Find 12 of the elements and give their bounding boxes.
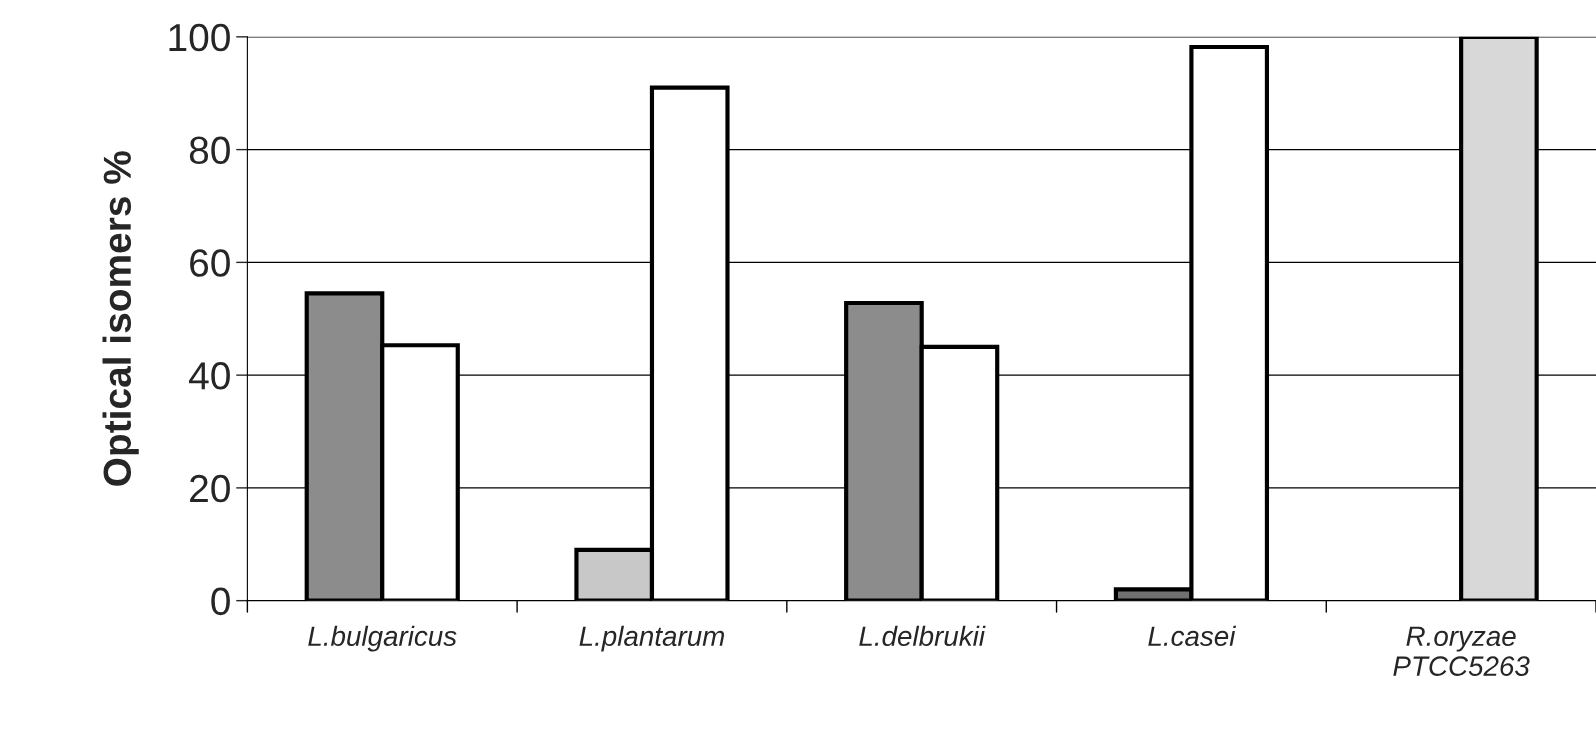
y-tick-label: 80: [189, 136, 230, 165]
x-tick-label: L.plantarum: [579, 625, 725, 652]
y-tick-label: 20: [190, 474, 230, 503]
y-tick-label: 0: [211, 587, 230, 616]
x-tick-label: R.oryzae PTCC5263: [1393, 626, 1530, 676]
y-tick-label: 100: [169, 23, 230, 52]
x-tick-label: L.delbrukii: [859, 625, 986, 647]
x-tick-label: L.bulgaricus: [308, 625, 457, 652]
y-axis-title: Optical isomers %: [102, 151, 139, 486]
y-tick-label: 40: [189, 362, 230, 390]
x-tick-label: L.casei: [1148, 625, 1237, 647]
y-tick-label: 60: [190, 249, 230, 277]
